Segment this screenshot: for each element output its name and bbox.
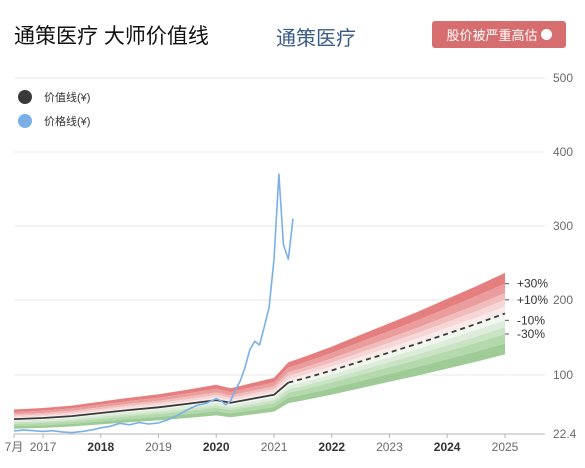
valuation-band <box>14 343 505 429</box>
legend-item-price-line[interactable]: 价格线(¥) <box>18 113 90 129</box>
y-tick-label: 100 <box>553 368 573 382</box>
valuation-band <box>14 327 505 424</box>
band-label: -10% <box>517 313 545 327</box>
x-tick-label: 7月 <box>5 440 24 454</box>
page-title: 通策医疗 大师价值线 <box>14 25 209 48</box>
legend-label-value-line: 价值线(¥) <box>44 92 91 104</box>
legend-dot-value-line <box>18 90 32 104</box>
y-tick-label: 500 <box>553 71 573 85</box>
x-tick-label: 2024 <box>434 440 461 454</box>
x-tick-label: 2023 <box>376 440 403 454</box>
y-tick-label: 300 <box>553 219 573 233</box>
x-tick-label: 2021 <box>261 440 288 454</box>
valuation-band <box>14 299 505 418</box>
x-tick-label: 2018 <box>87 440 114 454</box>
valuation-band <box>14 272 505 413</box>
x-tick-label: 2025 <box>492 440 519 454</box>
y-tick-label: 200 <box>553 293 573 307</box>
band-label: +30% <box>517 277 548 291</box>
valuation-badge[interactable]: 股价被严重高估? <box>432 21 566 48</box>
valuation-band <box>14 293 505 416</box>
valuation-band <box>14 313 505 421</box>
band-label: -30% <box>517 327 545 341</box>
band-label: +10% <box>517 293 548 307</box>
valuation-band <box>14 320 505 423</box>
stock-name[interactable]: 通策医疗 <box>276 28 356 50</box>
legend-item-value-line[interactable]: 价值线(¥) <box>18 89 90 105</box>
x-tick-label: 2017 <box>30 440 57 454</box>
value-line <box>13 381 289 420</box>
y-tick-label: 400 <box>553 145 573 159</box>
valuation-band <box>14 334 505 427</box>
badge-label: 股价被严重高估 <box>446 28 538 43</box>
legend-dot-price-line <box>18 114 32 128</box>
x-tick-label: 2019 <box>145 440 172 454</box>
x-tick-label: 2022 <box>318 440 345 454</box>
valuation-band <box>14 283 505 415</box>
x-tick-label: 2020 <box>203 440 230 454</box>
legend-label-price-line: 价格线(¥) <box>44 116 91 128</box>
y-tick-label: 22.4 <box>553 427 577 441</box>
help-icon[interactable]: ? <box>540 29 552 40</box>
price-line <box>13 173 294 434</box>
